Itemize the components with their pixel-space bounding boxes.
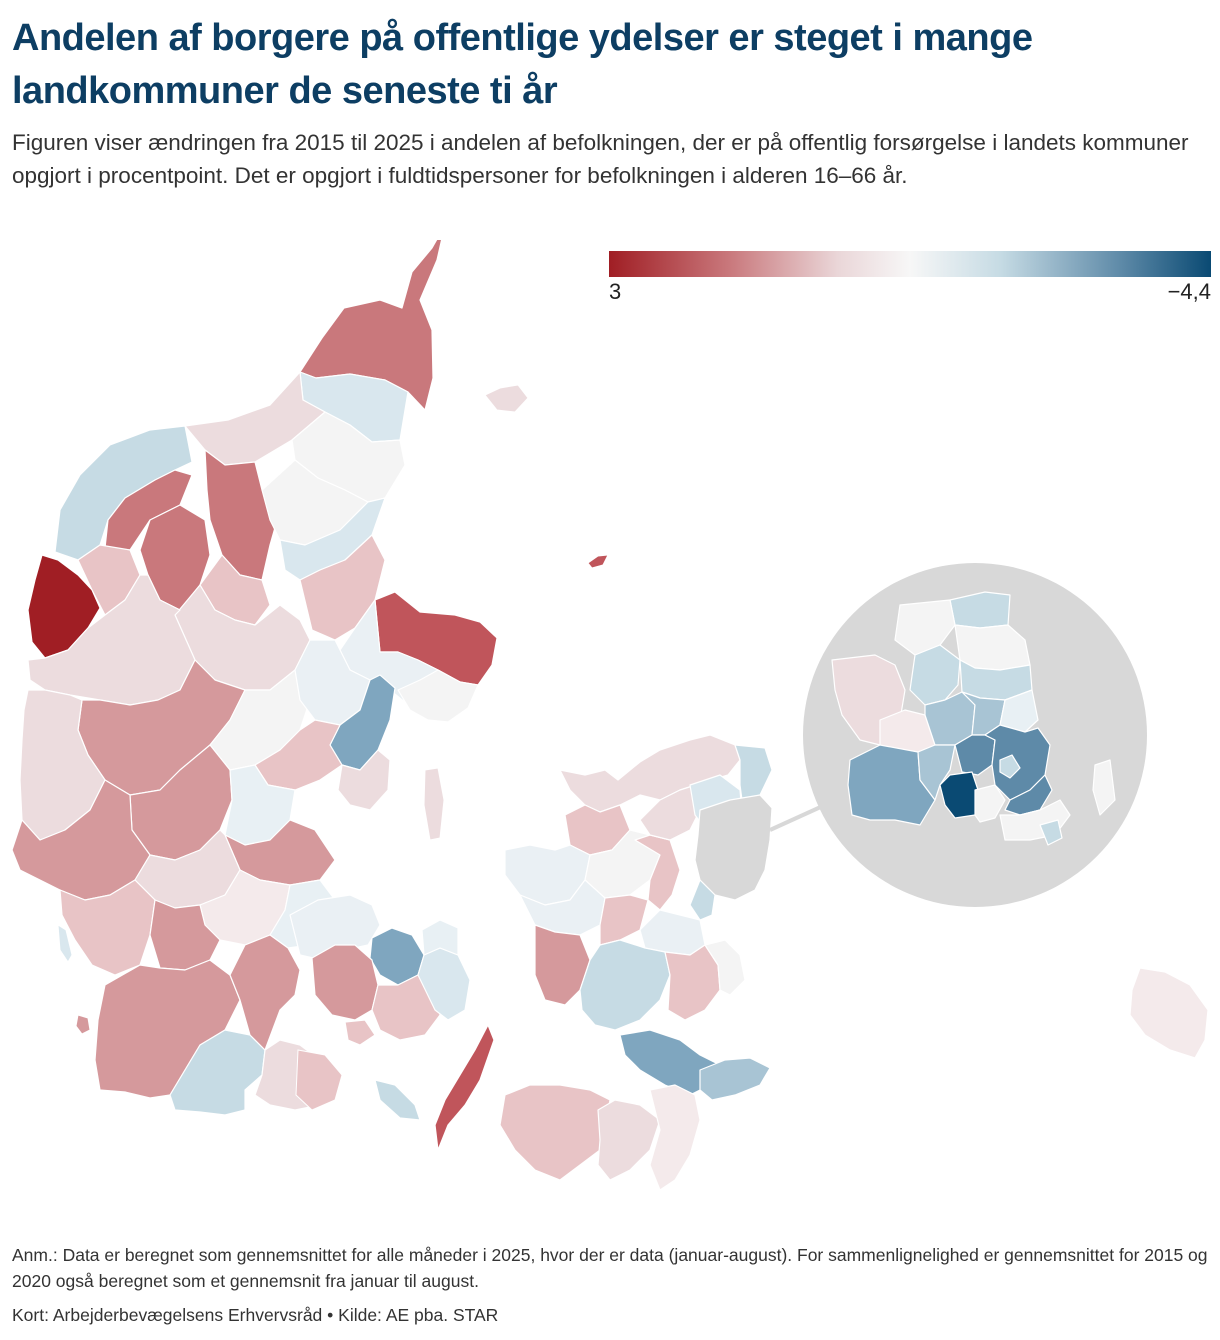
island-fanoe <box>57 924 73 963</box>
choropleth-map <box>11 240 1209 1191</box>
island-saltholm <box>1092 759 1116 816</box>
municipality <box>664 944 721 1021</box>
island-samsoe <box>423 767 445 841</box>
municipality <box>909 644 961 706</box>
municipality <box>639 909 706 956</box>
municipality <box>337 749 391 811</box>
legend-min-label: 3 <box>609 279 622 304</box>
jutland-municipalities <box>11 240 498 1116</box>
municipality <box>847 744 936 826</box>
island-roemoe <box>75 1014 91 1035</box>
municipality <box>209 934 301 1051</box>
municipality <box>649 1084 701 1191</box>
island-laeso <box>484 384 529 413</box>
municipality <box>499 1084 611 1181</box>
legend-max-label: −4,4 <box>1167 279 1211 304</box>
municipality <box>421 919 459 956</box>
funen-municipalities <box>289 894 495 1151</box>
municipality <box>289 894 381 961</box>
municipality <box>27 574 196 706</box>
inset-connector <box>769 803 826 832</box>
island-anholt <box>587 554 609 569</box>
municipality <box>59 879 156 976</box>
municipality <box>704 939 746 996</box>
municipality <box>917 744 956 801</box>
municipality <box>734 744 773 801</box>
municipality <box>999 754 1021 779</box>
municipality <box>579 939 671 1031</box>
municipality <box>434 1024 495 1151</box>
municipality <box>699 1057 771 1101</box>
municipality <box>1039 819 1063 846</box>
municipality <box>299 534 386 641</box>
footnote: Anm.: Data er beregnet som gennemsnittet… <box>12 1245 1208 1291</box>
subtitle: Figuren viser ændringen fra 2015 til 202… <box>12 130 1189 188</box>
municipality <box>599 894 649 946</box>
island-als <box>295 1049 343 1111</box>
copenhagen-inset <box>803 563 1147 907</box>
municipality <box>639 781 706 841</box>
municipality <box>374 1079 421 1121</box>
source-line: Kort: Arbejderbevægelsens Erhvervsråd • … <box>12 1305 499 1325</box>
legend-gradient-bar <box>609 251 1211 277</box>
municipality <box>169 1029 266 1116</box>
zealand-municipalities <box>499 734 1209 1191</box>
capital-region-gray <box>694 794 773 901</box>
municipality <box>974 784 1006 823</box>
color-legend: 3 −4,4 <box>609 251 1211 311</box>
municipality <box>1129 967 1209 1059</box>
municipality <box>397 669 479 723</box>
municipality <box>204 449 281 581</box>
municipality <box>311 944 379 1021</box>
municipality <box>949 591 1011 629</box>
municipality <box>689 879 716 921</box>
municipality <box>1004 774 1053 816</box>
municipality <box>344 1019 376 1046</box>
small-islands <box>57 384 609 1111</box>
page-title: Andelen af borgere på offentlige ydelser… <box>12 17 1033 112</box>
municipality <box>597 1099 661 1181</box>
municipality <box>999 689 1039 733</box>
